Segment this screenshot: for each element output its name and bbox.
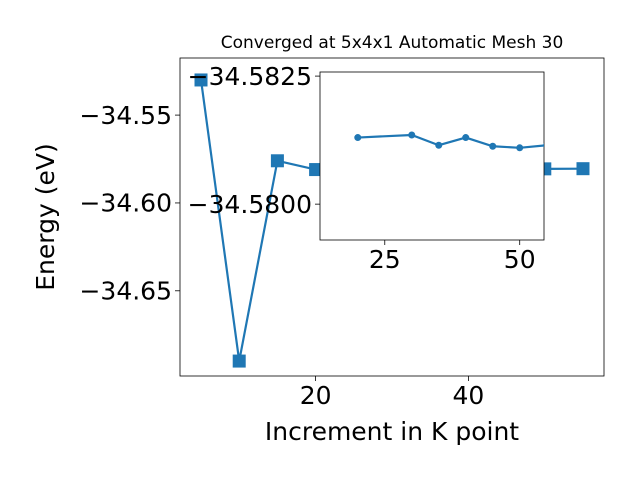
main-data-point [232,354,246,368]
inset-data-point [354,134,362,142]
inset-x-tick-label: 50 [504,245,536,274]
inset-data-point [408,131,416,139]
main-data-point [270,154,284,168]
main-x-ticks: 20 40 [300,376,484,410]
inset-x-tick-label: 25 [369,245,401,274]
inset-y-tick-label: −34.5800 [188,190,312,219]
inset-data-point [462,134,470,142]
inset-data-point [516,144,524,152]
inset-chart: 25 50 −34.5825 −34.5800 [188,62,545,274]
main-x-tick-label: 20 [300,381,332,410]
inset-data-point [489,142,497,150]
main-data-point [309,163,323,177]
main-y-tick-label: −34.65 [79,277,172,306]
main-y-tick-label: −34.55 [79,101,172,130]
x-axis-label: Increment in K point [265,417,519,446]
main-y-ticks: −34.55 −34.60 −34.65 [79,101,180,306]
main-data-point [576,162,590,176]
inset-x-ticks: 25 50 [369,240,536,274]
inset-plot-frame [319,71,545,241]
inset-y-tick-label: −34.5825 [188,62,312,91]
main-y-tick-label: −34.60 [79,189,172,218]
main-data-point [194,73,208,87]
y-axis-label: Energy (eV) [31,143,60,290]
inset-data-point [435,141,443,149]
inset-data-point [543,143,544,148]
chart-title: Converged at 5x4x1 Automatic Mesh 30 [221,33,564,53]
inset-series-markers [354,131,544,152]
inset-y-ticks: −34.5825 −34.5800 [188,62,320,219]
main-x-tick-label: 40 [452,381,484,410]
